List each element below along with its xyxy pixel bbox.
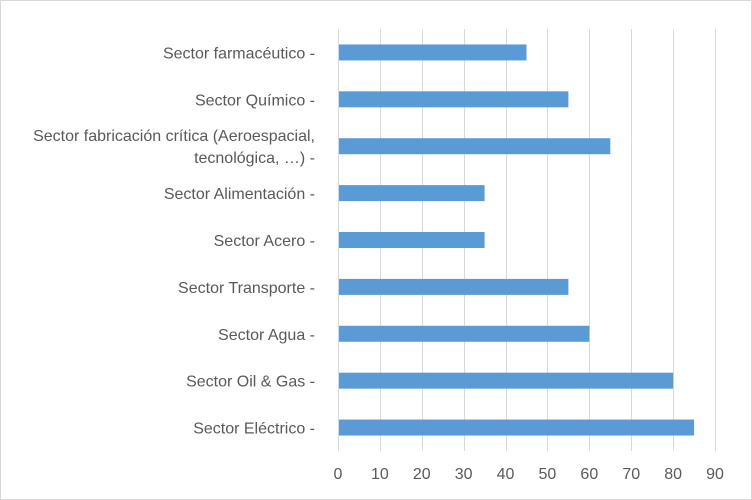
category-label: Sector Químico - xyxy=(195,92,315,109)
bar xyxy=(339,419,695,436)
x-tick-label: 80 xyxy=(664,466,682,483)
bar xyxy=(339,185,485,202)
category-label: Sector Oil & Gas - xyxy=(186,374,315,391)
x-tick-label: 50 xyxy=(539,466,557,483)
category-label: Sector Alimentación - xyxy=(164,186,315,203)
x-tick-label: 90 xyxy=(706,466,724,483)
category-label: Sector Eléctrico - xyxy=(193,421,315,438)
x-tick-label: 40 xyxy=(497,466,515,483)
bar xyxy=(339,232,485,248)
bar xyxy=(339,278,569,295)
x-tick-label: 30 xyxy=(455,466,473,483)
bar xyxy=(339,372,674,389)
bar xyxy=(339,44,527,61)
x-tick-label: 20 xyxy=(413,466,431,483)
category-label: Sector fabricación crítica (Aeroespacial… xyxy=(33,128,315,145)
bar xyxy=(339,325,590,342)
category-label: Sector Transporte - xyxy=(178,280,315,297)
x-tick-label: 10 xyxy=(371,466,389,483)
category-label: Sector farmacéutico - xyxy=(163,45,315,62)
bar xyxy=(339,138,611,155)
x-tick-label: 60 xyxy=(580,466,598,483)
bar xyxy=(339,91,569,108)
x-tick-labels: 0 10 20 30 40 50 60 70 80 90 xyxy=(334,466,724,483)
x-tick-label: 0 xyxy=(334,466,343,483)
category-label: Sector Acero - xyxy=(214,233,315,250)
category-labels: Sector farmacéutico - Sector Químico - Sec… xyxy=(33,45,315,437)
bars xyxy=(339,44,695,436)
category-label: tecnológica, …) - xyxy=(194,150,315,167)
x-tick-label: 70 xyxy=(622,466,640,483)
category-label: Sector Agua - xyxy=(218,327,315,344)
